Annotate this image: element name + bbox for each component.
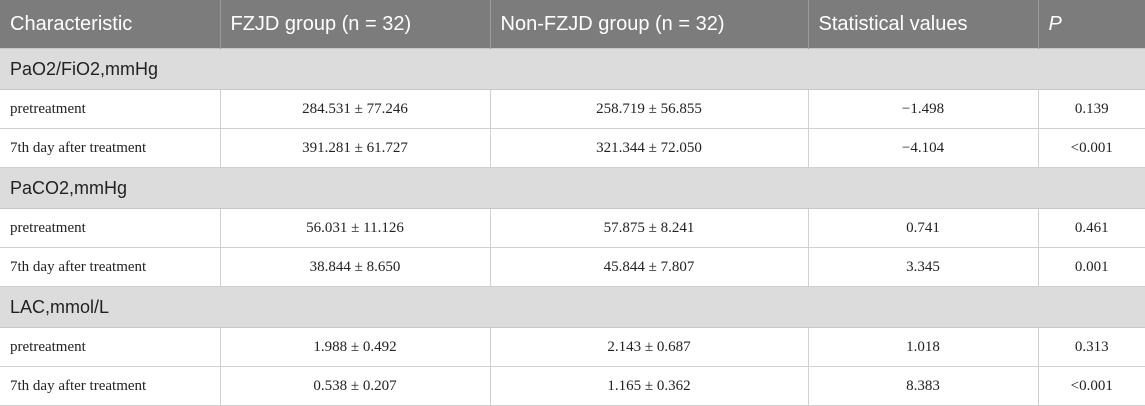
table-row: 7th day after treatment 0.538 ± 0.207 1.… (0, 366, 1145, 406)
non-fzjd-value: 1.165 ± 0.362 (489, 366, 809, 406)
table-row: pretreatment 56.031 ± 11.126 57.875 ± 8.… (0, 208, 1145, 248)
non-fzjd-value: 57.875 ± 8.241 (489, 208, 809, 248)
fzjd-value: 391.281 ± 61.727 (219, 128, 491, 168)
p-value: 0.461 (1037, 208, 1145, 248)
non-fzjd-value: 45.844 ± 7.807 (489, 247, 809, 287)
statistical-value: −1.498 (807, 89, 1039, 129)
table-row: pretreatment 1.988 ± 0.492 2.143 ± 0.687… (0, 327, 1145, 367)
fzjd-value: 284.531 ± 77.246 (219, 89, 491, 129)
header-row: Characteristic FZJD group (n = 32) Non-F… (0, 0, 1145, 49)
section-row: PaO2/FiO2,mmHg (0, 48, 1145, 90)
section-title: LAC,mmol/L (0, 286, 1145, 328)
header-statistical-values: Statistical values (807, 0, 1038, 49)
non-fzjd-value: 258.719 ± 56.855 (489, 89, 809, 129)
statistical-value: −4.104 (807, 128, 1039, 168)
non-fzjd-value: 2.143 ± 0.687 (489, 327, 809, 367)
p-value: <0.001 (1037, 366, 1145, 406)
row-label: pretreatment (0, 208, 221, 248)
fzjd-value: 0.538 ± 0.207 (219, 366, 491, 406)
row-label: pretreatment (0, 327, 221, 367)
statistical-value: 3.345 (807, 247, 1039, 287)
p-value: 0.001 (1037, 247, 1145, 287)
fzjd-value: 38.844 ± 8.650 (219, 247, 491, 287)
fzjd-value: 56.031 ± 11.126 (219, 208, 491, 248)
fzjd-value: 1.988 ± 0.492 (219, 327, 491, 367)
non-fzjd-value: 321.344 ± 72.050 (489, 128, 809, 168)
p-value: 0.313 (1037, 327, 1145, 367)
header-characteristic: Characteristic (0, 0, 220, 49)
table-row: 7th day after treatment 391.281 ± 61.727… (0, 128, 1145, 168)
table-row: 7th day after treatment 38.844 ± 8.650 4… (0, 247, 1145, 287)
statistical-value: 1.018 (807, 327, 1039, 367)
section-title: PaO2/FiO2,mmHg (0, 48, 1145, 90)
row-label: 7th day after treatment (0, 247, 221, 287)
header-p-value: P (1037, 0, 1145, 49)
section-title: PaCO2,mmHg (0, 167, 1145, 209)
row-label: pretreatment (0, 89, 221, 129)
row-label: 7th day after treatment (0, 366, 221, 406)
statistical-value: 8.383 (807, 366, 1039, 406)
statistical-value: 0.741 (807, 208, 1039, 248)
table-row: pretreatment 284.531 ± 77.246 258.719 ± … (0, 89, 1145, 129)
p-value: 0.139 (1037, 89, 1145, 129)
header-fzjd-group: FZJD group (n = 32) (219, 0, 490, 49)
header-non-fzjd-group: Non-FZJD group (n = 32) (489, 0, 808, 49)
row-label: 7th day after treatment (0, 128, 221, 168)
section-row: PaCO2,mmHg (0, 167, 1145, 209)
p-value: <0.001 (1037, 128, 1145, 168)
section-row: LAC,mmol/L (0, 286, 1145, 328)
